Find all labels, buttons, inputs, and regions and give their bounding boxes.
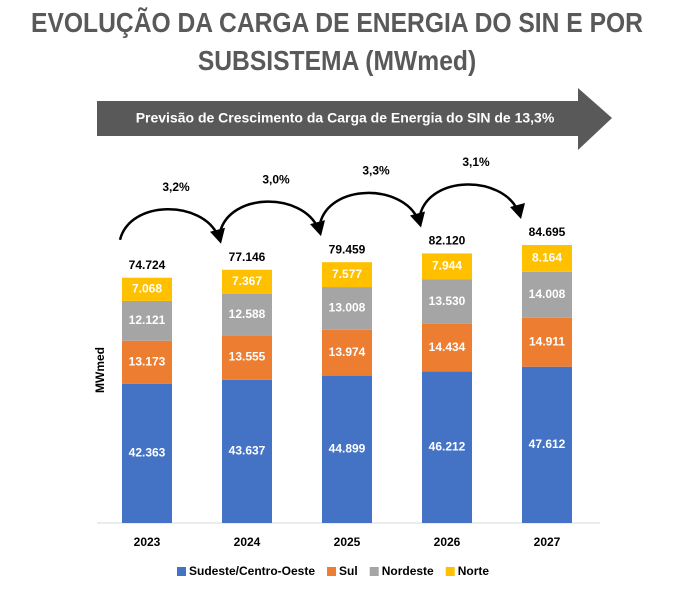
bar-segment	[522, 366, 572, 523]
growth-arrow	[318, 191, 420, 224]
bar-segment	[222, 335, 272, 380]
bar-segment	[422, 253, 472, 280]
value-label: 46.212	[429, 439, 466, 453]
arrow-head	[510, 203, 525, 219]
banner-arrow	[97, 88, 612, 150]
x-tick-label: 2026	[434, 535, 461, 549]
growth-label: 3,2%	[162, 180, 190, 194]
bar-segment	[122, 277, 172, 301]
legend-swatch	[327, 567, 337, 576]
total-label: 77.146	[229, 250, 266, 264]
x-tick-label: 2025	[334, 535, 361, 549]
legend-swatch	[445, 567, 455, 576]
y-axis-label: MWmed	[93, 347, 107, 393]
bar-segment	[222, 269, 272, 294]
value-label: 42.363	[129, 446, 166, 460]
bar-segment	[122, 300, 172, 341]
value-label: 7.068	[132, 281, 162, 295]
x-tick-label: 2027	[534, 535, 561, 549]
value-label: 7.367	[232, 274, 262, 288]
legend-swatch	[177, 567, 186, 576]
legend-swatch	[369, 567, 379, 576]
chart-title: EVOLUÇÃO DA CARGA DE ENERGIA DO SIN E PO…	[31, 7, 643, 76]
total-label: 84.695	[529, 225, 566, 239]
value-label: 14.434	[429, 340, 466, 354]
bar-segment	[522, 317, 572, 367]
value-label: 43.637	[229, 444, 266, 458]
bar-segment	[122, 340, 172, 384]
value-label: 12.588	[229, 307, 266, 321]
legend-label: Norte	[458, 564, 490, 578]
bar-segment	[322, 287, 372, 330]
value-label: 13.555	[229, 350, 266, 364]
value-label: 44.899	[329, 441, 366, 455]
value-label: 13.173	[129, 355, 166, 369]
bar-segment	[122, 383, 172, 523]
arrow-head	[410, 211, 425, 228]
legend-label: Sul	[339, 564, 358, 578]
value-label: 12.121	[129, 313, 166, 327]
growth-label: 3,3%	[362, 164, 390, 178]
growth-arrow	[118, 208, 220, 241]
arrow-head	[310, 220, 325, 237]
bar-segment	[422, 323, 472, 372]
bar-segment	[522, 271, 572, 318]
growth-label: 3,0%	[262, 172, 290, 186]
bar-segment	[522, 245, 572, 272]
value-label: 13.974	[329, 345, 366, 359]
legend-label: Sudeste/Centro-Oeste	[189, 564, 315, 578]
value-label: 8.164	[532, 251, 562, 265]
value-label: 14.911	[529, 334, 565, 348]
bar-segment	[322, 329, 372, 376]
growth-arrow	[418, 183, 520, 216]
growth-arrow	[218, 200, 320, 233]
value-label: 13.530	[429, 294, 466, 308]
value-label: 7.944	[432, 259, 462, 273]
bar-segment	[322, 375, 372, 523]
total-label: 74.724	[129, 258, 166, 272]
x-tick-label: 2023	[134, 535, 161, 549]
arrow-head	[210, 227, 225, 244]
growth-label: 3,1%	[462, 155, 490, 169]
value-label: 47.612	[529, 437, 566, 451]
chart-subtitle: Previsão de Crescimento da Carga de Ener…	[136, 110, 555, 126]
legend-label: Nordeste	[382, 564, 434, 578]
value-label: 13.008	[329, 301, 366, 315]
total-label: 82.120	[429, 234, 466, 248]
value-label: 7.577	[332, 267, 362, 281]
value-label: 14.008	[529, 287, 566, 301]
bar-segment	[222, 293, 272, 336]
x-tick-label: 2024	[234, 535, 261, 549]
bar-segment	[322, 262, 372, 288]
bar-segment	[222, 379, 272, 523]
total-label: 79.459	[329, 242, 366, 256]
bar-segment	[422, 279, 472, 324]
bar-segment	[422, 371, 472, 523]
